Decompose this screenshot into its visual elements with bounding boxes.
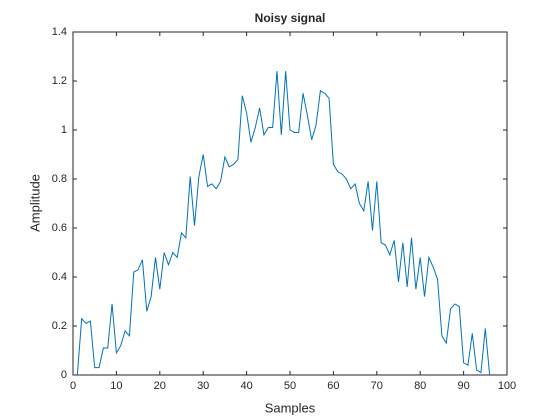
y-tick-label: 1 [61,124,67,136]
y-axis-label: Amplitude [27,174,42,232]
x-tick-label: 90 [457,380,469,392]
y-tick-label: 0 [61,369,67,381]
chart-title: Noisy signal [255,11,326,25]
x-tick-label: 0 [70,380,76,392]
y-tick-label: 0.2 [52,320,67,332]
y-tick-label: 1.2 [52,75,67,87]
y-tick-label: 1.4 [52,26,67,38]
signal-line [76,71,491,376]
y-tick-label: 0.4 [52,271,67,283]
x-tick-label: 20 [154,380,166,392]
x-tick-label: 60 [327,380,339,392]
x-tick-label: 80 [414,380,426,392]
x-tick-label: 40 [240,380,252,392]
x-axis-label: Samples [265,400,316,415]
x-tick-label: 100 [498,380,516,392]
plot-box [72,31,508,376]
x-tick-label: 70 [371,380,383,392]
x-tick-label: 30 [197,380,209,392]
x-tick-label: 50 [284,380,296,392]
y-tick-label: 0.6 [52,222,67,234]
x-tick-label: 10 [110,380,122,392]
y-tick-label: 0.8 [52,173,67,185]
